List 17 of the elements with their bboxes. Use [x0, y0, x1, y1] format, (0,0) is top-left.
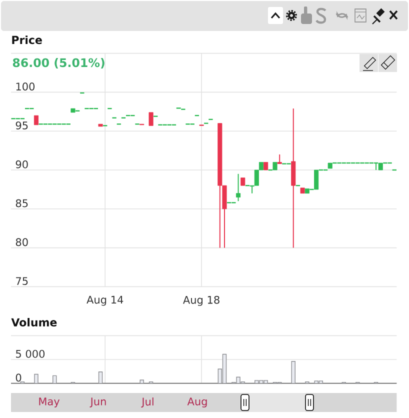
x-tick-label: Aug 14 — [86, 296, 124, 306]
y-tick-label: 75 — [16, 277, 28, 285]
category-label: May — [39, 398, 60, 408]
category-label: Jun — [90, 398, 106, 408]
chart-subtitle: 86.00 (5.01%) — [12, 58, 104, 69]
chart-title: Price — [12, 36, 42, 44]
y-tick-label: 80 — [16, 238, 28, 246]
y-tick-label: 90 — [16, 160, 28, 168]
chart-title: Volume — [11, 318, 57, 326]
category-label: Jul — [141, 397, 154, 408]
y-tick-label: 0 — [16, 374, 22, 382]
x-tick-label: Aug 18 — [183, 296, 220, 306]
y-tick-label: 100 — [16, 82, 35, 90]
y-tick-label: 95 — [16, 121, 28, 130]
category-label: Aug — [187, 398, 207, 408]
y-tick-label: 85 — [16, 199, 28, 208]
y-tick-label: 5 000 — [16, 350, 45, 358]
